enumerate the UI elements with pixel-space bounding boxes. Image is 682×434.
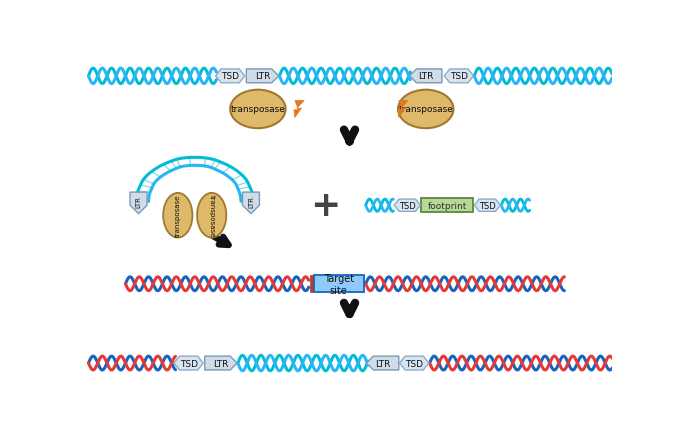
- Polygon shape: [398, 101, 408, 118]
- Text: LTR: LTR: [248, 195, 254, 207]
- Text: transposase: transposase: [231, 105, 285, 114]
- Text: TSD: TSD: [450, 72, 468, 81]
- Ellipse shape: [197, 194, 226, 238]
- Text: TSD: TSD: [479, 201, 496, 210]
- Text: +: +: [310, 189, 341, 223]
- Polygon shape: [444, 70, 473, 84]
- Text: TSD: TSD: [399, 201, 415, 210]
- Polygon shape: [394, 200, 420, 212]
- Polygon shape: [174, 356, 203, 370]
- Polygon shape: [410, 70, 442, 84]
- Polygon shape: [205, 356, 237, 370]
- Text: TSD: TSD: [405, 359, 424, 368]
- Text: LTR: LTR: [375, 359, 390, 368]
- Text: transposase: transposase: [398, 105, 454, 114]
- Polygon shape: [243, 193, 259, 214]
- FancyBboxPatch shape: [310, 276, 314, 293]
- Text: transposase: transposase: [209, 194, 215, 237]
- FancyBboxPatch shape: [421, 199, 473, 213]
- Text: LTR: LTR: [136, 195, 142, 207]
- Text: LTR: LTR: [213, 359, 228, 368]
- Ellipse shape: [398, 91, 454, 129]
- Polygon shape: [216, 70, 245, 84]
- Polygon shape: [294, 101, 304, 118]
- Text: TSD: TSD: [179, 359, 198, 368]
- Polygon shape: [400, 356, 429, 370]
- Text: LTR: LTR: [418, 72, 434, 81]
- Ellipse shape: [231, 91, 286, 129]
- Text: footprint: footprint: [428, 201, 467, 210]
- Text: transposase: transposase: [175, 194, 181, 237]
- FancyBboxPatch shape: [314, 276, 364, 293]
- Ellipse shape: [163, 194, 192, 238]
- Text: TSD: TSD: [221, 72, 239, 81]
- Text: LTR: LTR: [255, 72, 270, 81]
- Text: Target
site: Target site: [324, 273, 354, 295]
- Polygon shape: [246, 70, 279, 84]
- Polygon shape: [130, 193, 147, 214]
- Polygon shape: [474, 200, 501, 212]
- Polygon shape: [366, 356, 399, 370]
